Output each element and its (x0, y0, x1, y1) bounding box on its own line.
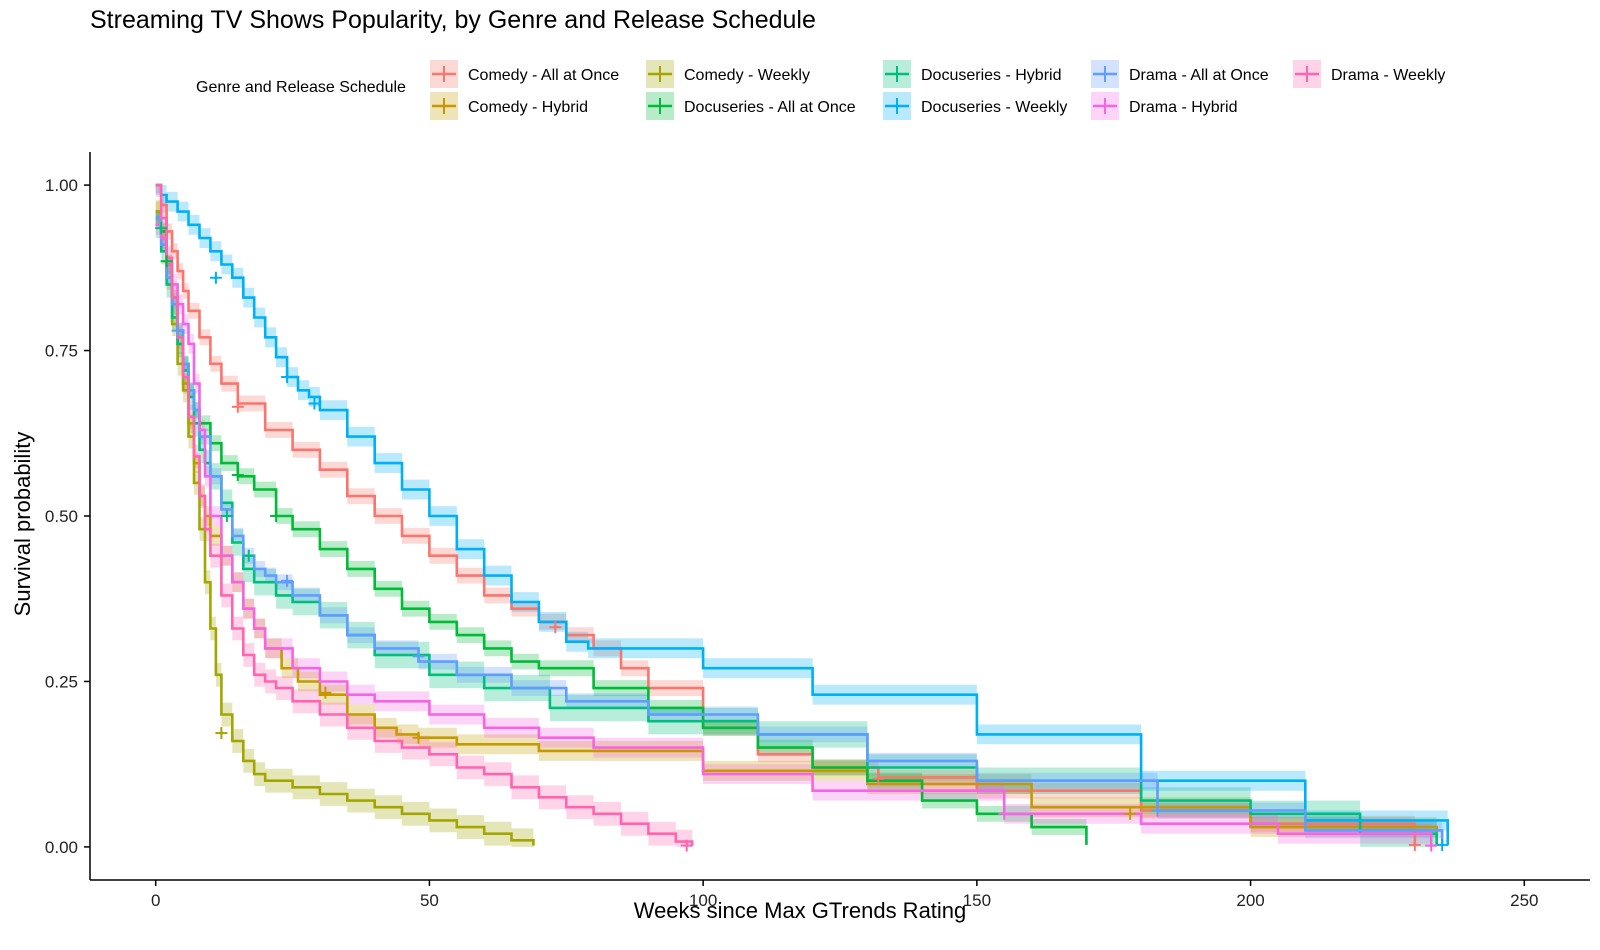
censor-mark-docuseries-weekly (308, 397, 321, 410)
legend-title: Genre and Release Schedule (196, 79, 406, 96)
censor-mark-comedy-all-at-once (1408, 838, 1421, 851)
x-tick-label: 150 (963, 891, 991, 910)
censor-mark-drama-hybrid (998, 807, 1011, 820)
x-tick-label: 100 (689, 891, 717, 910)
censor-mark-comedy-all-at-once (231, 400, 244, 413)
censor-mark-docuseries-weekly (1436, 838, 1449, 851)
legend-item-comedy-hybrid: Comedy - Hybrid (430, 92, 588, 120)
ci-band-docuseries-hybrid (155, 211, 1437, 847)
legend-item-docuseries-weekly: Docuseries - Weekly (883, 92, 1067, 120)
legend-item-drama-all-at-once: Drama - All at Once (1091, 60, 1269, 88)
censor-mark-comedy-all-at-once (549, 621, 562, 634)
confidence-bands (155, 185, 1448, 847)
legend-label: Docuseries - Hybrid (921, 67, 1061, 84)
y-tick-label: 0.00 (45, 838, 78, 857)
censor-mark-docuseries-weekly (281, 371, 294, 384)
censor-mark-docuseries-all-at-once (270, 510, 283, 522)
censor-mark-docuseries-hybrid (155, 222, 168, 235)
series-line-docuseries-weekly (155, 183, 1449, 845)
legend-item-comedy-weekly: Comedy - Weekly (646, 60, 810, 88)
censor-mark-docuseries-all-at-once (231, 468, 244, 481)
legend-label: Comedy - Weekly (684, 67, 810, 84)
censor-marks (155, 222, 1449, 852)
legend: Comedy - All at Once Comedy - Hybrid Comed… (430, 60, 1445, 120)
y-tick-label: 1.00 (45, 176, 78, 195)
series-line-drama-hybrid (155, 223, 1433, 846)
censor-mark-docuseries-hybrid (220, 510, 233, 522)
series-lines (155, 183, 1449, 846)
y-tick-label: 0.25 (45, 672, 78, 691)
legend-label: Comedy - All at Once (468, 67, 619, 84)
legend-label: Drama - Hybrid (1129, 99, 1237, 116)
legend-item-docuseries-all-at-once: Docuseries - All at Once (646, 92, 856, 120)
series-line-drama-weekly (155, 183, 694, 846)
censor-mark-drama-hybrid (1425, 839, 1438, 852)
legend-label: Comedy - Hybrid (468, 99, 588, 116)
legend-label: Docuseries - All at Once (684, 99, 856, 116)
censor-mark-docuseries-hybrid (242, 549, 255, 562)
legend-item-drama-weekly: Drama - Weekly (1293, 60, 1445, 88)
legend-item-comedy-all-at-once: Comedy - All at Once (430, 60, 619, 88)
chart-title: Streaming TV Shows Popularity, by Genre … (90, 6, 816, 34)
legend-label: Drama - Weekly (1331, 67, 1445, 84)
series-line-comedy-weekly (155, 210, 535, 846)
axes: 0 50 100 150 200 250 0.00 0.25 0.50 0.75 1.00 Weeks… (10, 152, 1590, 923)
censor-mark-drama-all-at-once (1151, 804, 1164, 817)
censor-mark-drama-all-at-once (171, 324, 184, 337)
x-tick-label: 0 (151, 891, 160, 910)
censor-mark-docuseries-all-at-once (160, 255, 173, 268)
censor-mark-comedy-hybrid (1124, 807, 1137, 820)
censor-mark-drama-weekly (680, 839, 693, 852)
ci-band-drama-weekly (155, 185, 693, 847)
censor-mark-drama-all-at-once (281, 574, 294, 587)
x-axis-label: Weeks since Max GTrends Rating (634, 898, 967, 923)
legend-label: Drama - All at Once (1129, 67, 1269, 84)
censor-mark-comedy-weekly (215, 727, 228, 740)
x-tick-label: 50 (420, 891, 439, 910)
y-tick-label: 0.50 (45, 507, 78, 526)
legend-label: Docuseries - Weekly (921, 99, 1067, 116)
x-tick-label: 250 (1510, 891, 1538, 910)
y-tick-label: 0.75 (45, 342, 78, 361)
censor-mark-drama-all-at-once (412, 650, 425, 663)
censor-mark-comedy-all-at-once (872, 772, 885, 785)
legend-item-docuseries-hybrid: Docuseries - Hybrid (883, 60, 1061, 88)
legend-item-drama-hybrid: Drama - Hybrid (1091, 92, 1237, 120)
censor-mark-docuseries-weekly (209, 271, 222, 284)
x-tick-label: 200 (1236, 891, 1264, 910)
censor-mark-comedy-hybrid (319, 686, 332, 699)
y-axis-label: Survival probability (10, 432, 35, 617)
censor-mark-comedy-hybrid (412, 731, 425, 744)
